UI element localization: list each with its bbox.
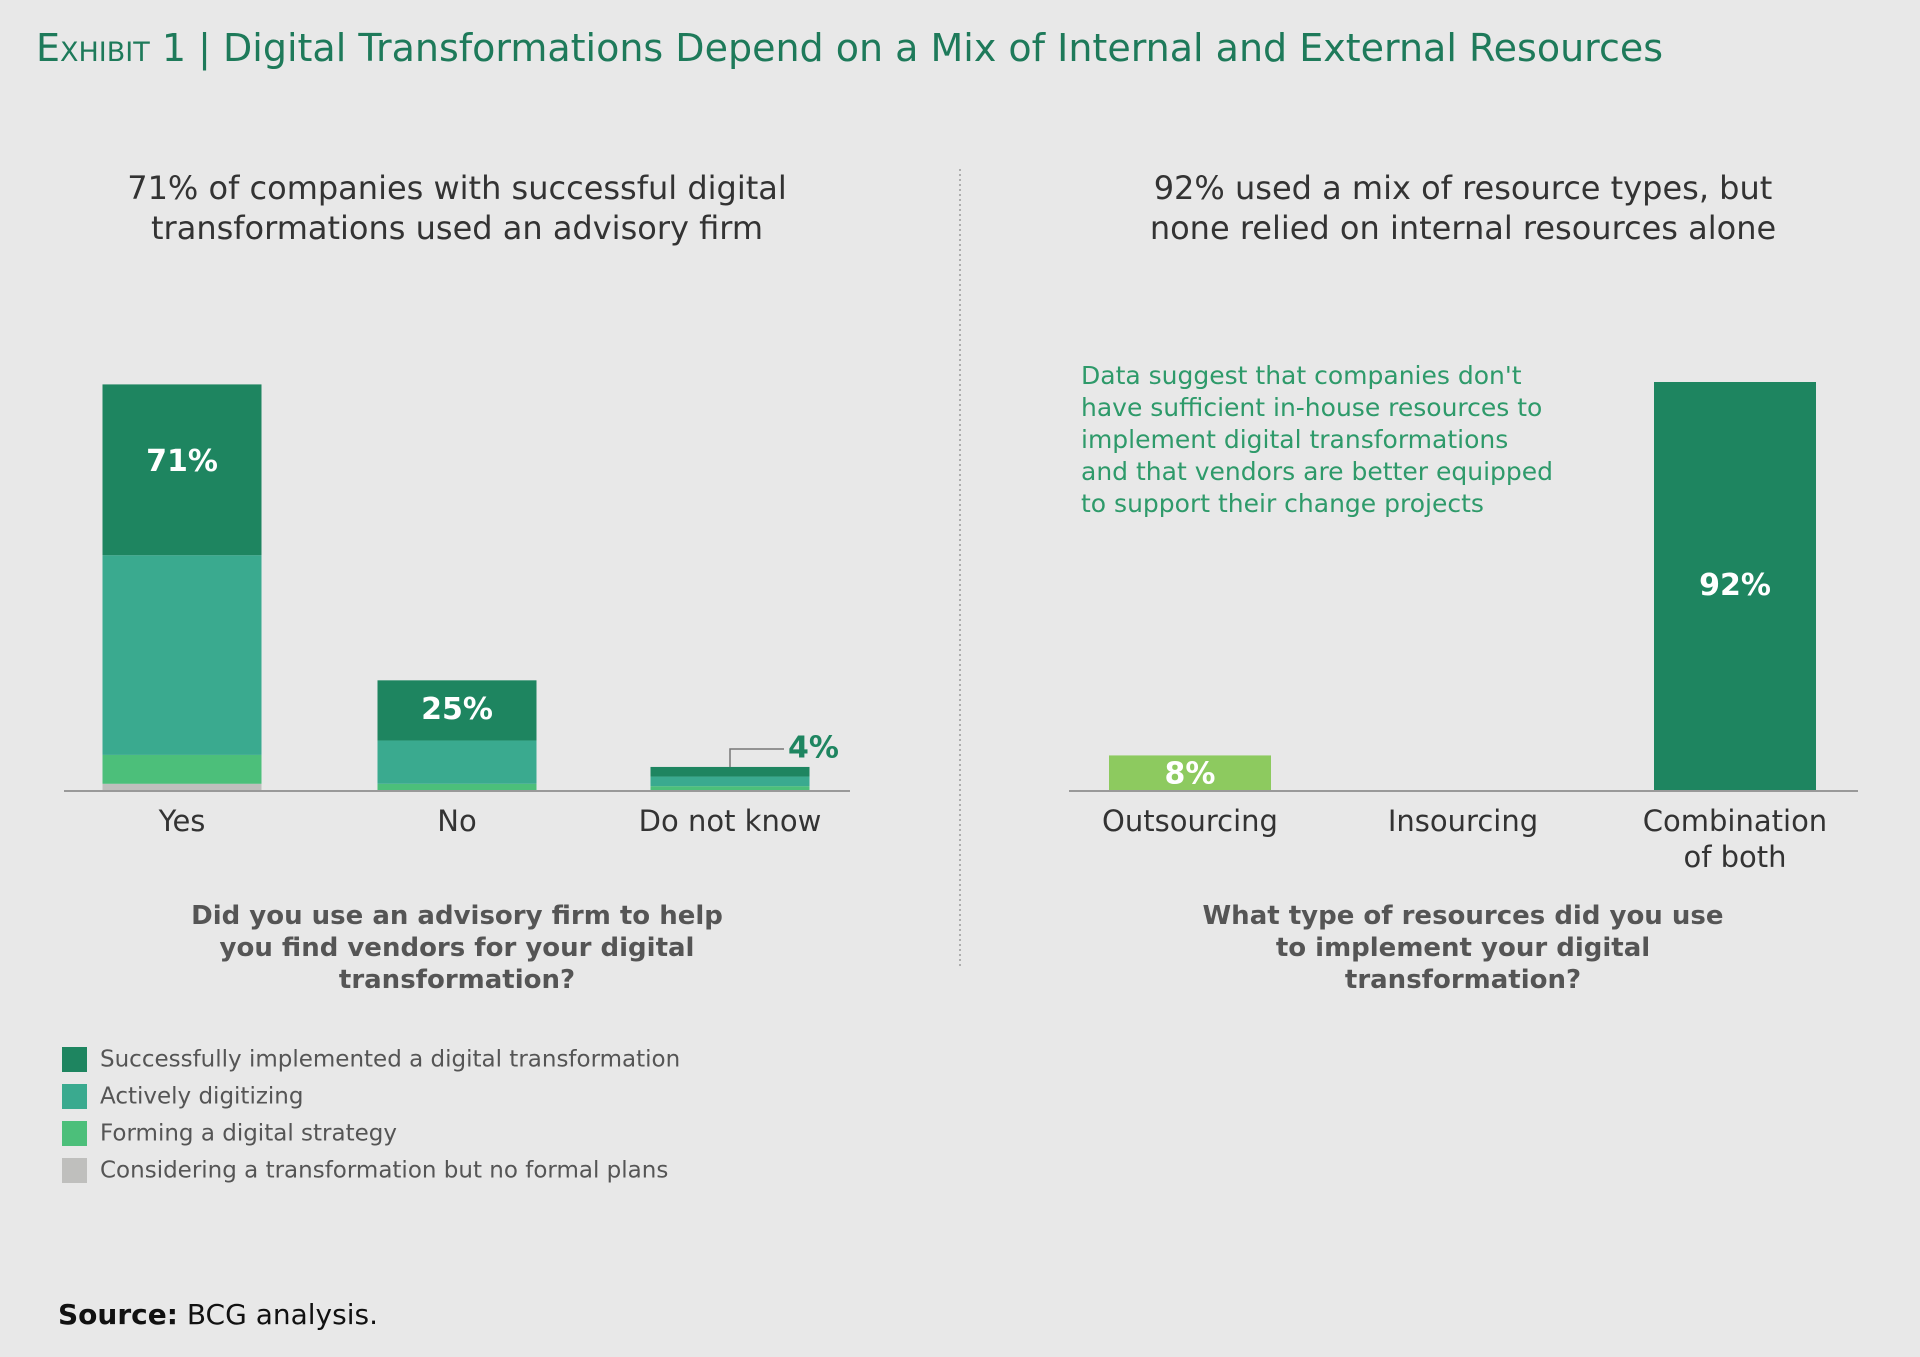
legend-label: Considering a transformation but no form… xyxy=(100,1158,668,1184)
header: Exhibit 1 | Digital Transformations Depe… xyxy=(36,26,1663,70)
bar xyxy=(1654,382,1816,791)
x-tick-label: Combination of both xyxy=(1642,804,1828,874)
legend-label: Successfully implemented a digital trans… xyxy=(100,1047,680,1073)
chart-subtitle: 92% used a mix of resource types, but no… xyxy=(1149,169,1777,247)
legend-swatch xyxy=(62,1158,87,1183)
title: Digital Transformations Depend on a Mix … xyxy=(223,26,1664,70)
x-tick-label: Insourcing xyxy=(1387,804,1539,838)
value-label: 8% xyxy=(1165,757,1216,792)
exhibit: Exhibit 1 xyxy=(36,26,187,70)
bar-segment xyxy=(650,786,810,791)
bar-segment xyxy=(377,680,537,741)
bar xyxy=(1109,755,1271,791)
bar-segment xyxy=(377,740,537,784)
bar-segment xyxy=(102,783,262,791)
leader-line xyxy=(729,748,784,767)
legend-label: Actively digitizing xyxy=(100,1084,304,1110)
source: Source: BCG analysis. xyxy=(58,1298,378,1331)
source-text: BCG analysis. xyxy=(186,1298,378,1331)
annotation: to support their change projects xyxy=(1081,489,1484,518)
annotation: have sufficient in-house resources to xyxy=(1081,393,1542,422)
annotation: Data suggest that companies don't xyxy=(1081,361,1522,390)
bar-segment xyxy=(102,555,262,755)
legend-label: Forming a digital strategy xyxy=(100,1121,397,1147)
separator: | xyxy=(198,26,211,70)
bar-segment xyxy=(650,766,810,777)
bar-segment xyxy=(650,776,810,787)
legend-swatch xyxy=(62,1121,87,1146)
source-label: Source: xyxy=(58,1298,178,1331)
annotation: implement digital transformations xyxy=(1081,425,1508,454)
legend-swatch xyxy=(62,1047,87,1072)
legend-swatch xyxy=(62,1084,87,1109)
bar-segment xyxy=(102,754,262,784)
annotation: and that vendors are better equipped xyxy=(1081,457,1553,486)
x-tick-label: Yes xyxy=(158,804,206,838)
x-tick-label: No xyxy=(437,804,477,838)
bar-segment xyxy=(102,384,262,556)
chart-subtitle: 71% of companies with successful digital… xyxy=(127,169,787,247)
question: Did you use an advisory firm to help you… xyxy=(191,901,723,995)
value-label: 25% xyxy=(421,692,493,727)
x-tick-label: Do not know xyxy=(638,804,822,838)
value-label: 92% xyxy=(1699,568,1771,603)
x-tick-label: Outsourcing xyxy=(1102,804,1278,838)
bar-segment xyxy=(377,783,537,791)
value-label: 4% xyxy=(788,730,839,765)
question: What type of resources did you use to im… xyxy=(1202,901,1724,995)
value-label: 71% xyxy=(146,444,218,479)
